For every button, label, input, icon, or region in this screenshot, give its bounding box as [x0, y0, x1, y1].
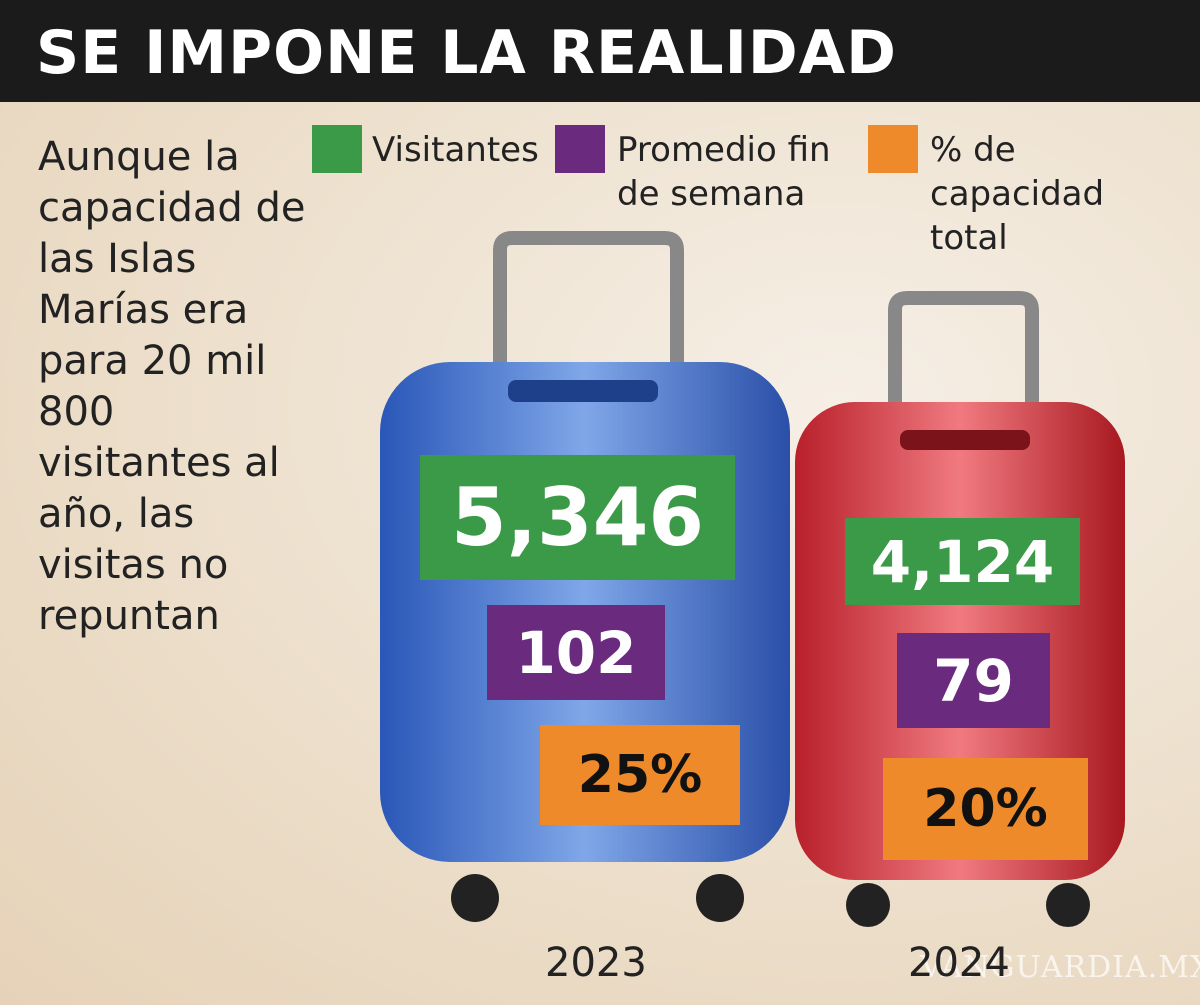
legend-label: Visitantes — [372, 130, 539, 170]
year-label: 2024 — [908, 940, 1010, 986]
promedio-box: 79 — [897, 633, 1050, 728]
year-label: 2023 — [545, 940, 647, 986]
legend-swatch — [868, 125, 918, 173]
visitantes-box: 5,346 — [420, 455, 735, 580]
watermark: VANGUARDIA.MX — [920, 950, 1200, 985]
visitantes-box: 4,124 — [845, 518, 1080, 605]
intro-text: Aunque la capacidad de las Islas Marías … — [38, 134, 306, 639]
legend-label: Promedio fin de semana — [617, 130, 831, 214]
promedio-box: 102 — [487, 605, 665, 700]
legend-swatch — [312, 125, 362, 173]
capacidad-box: 20% — [883, 758, 1088, 860]
capacidad-box: 25% — [540, 725, 740, 825]
title: SE IMPONE LA REALIDAD — [36, 18, 897, 88]
legend-label: % de capacidad total — [930, 130, 1105, 258]
legend-swatch — [555, 125, 605, 173]
header-band — [0, 0, 1200, 102]
